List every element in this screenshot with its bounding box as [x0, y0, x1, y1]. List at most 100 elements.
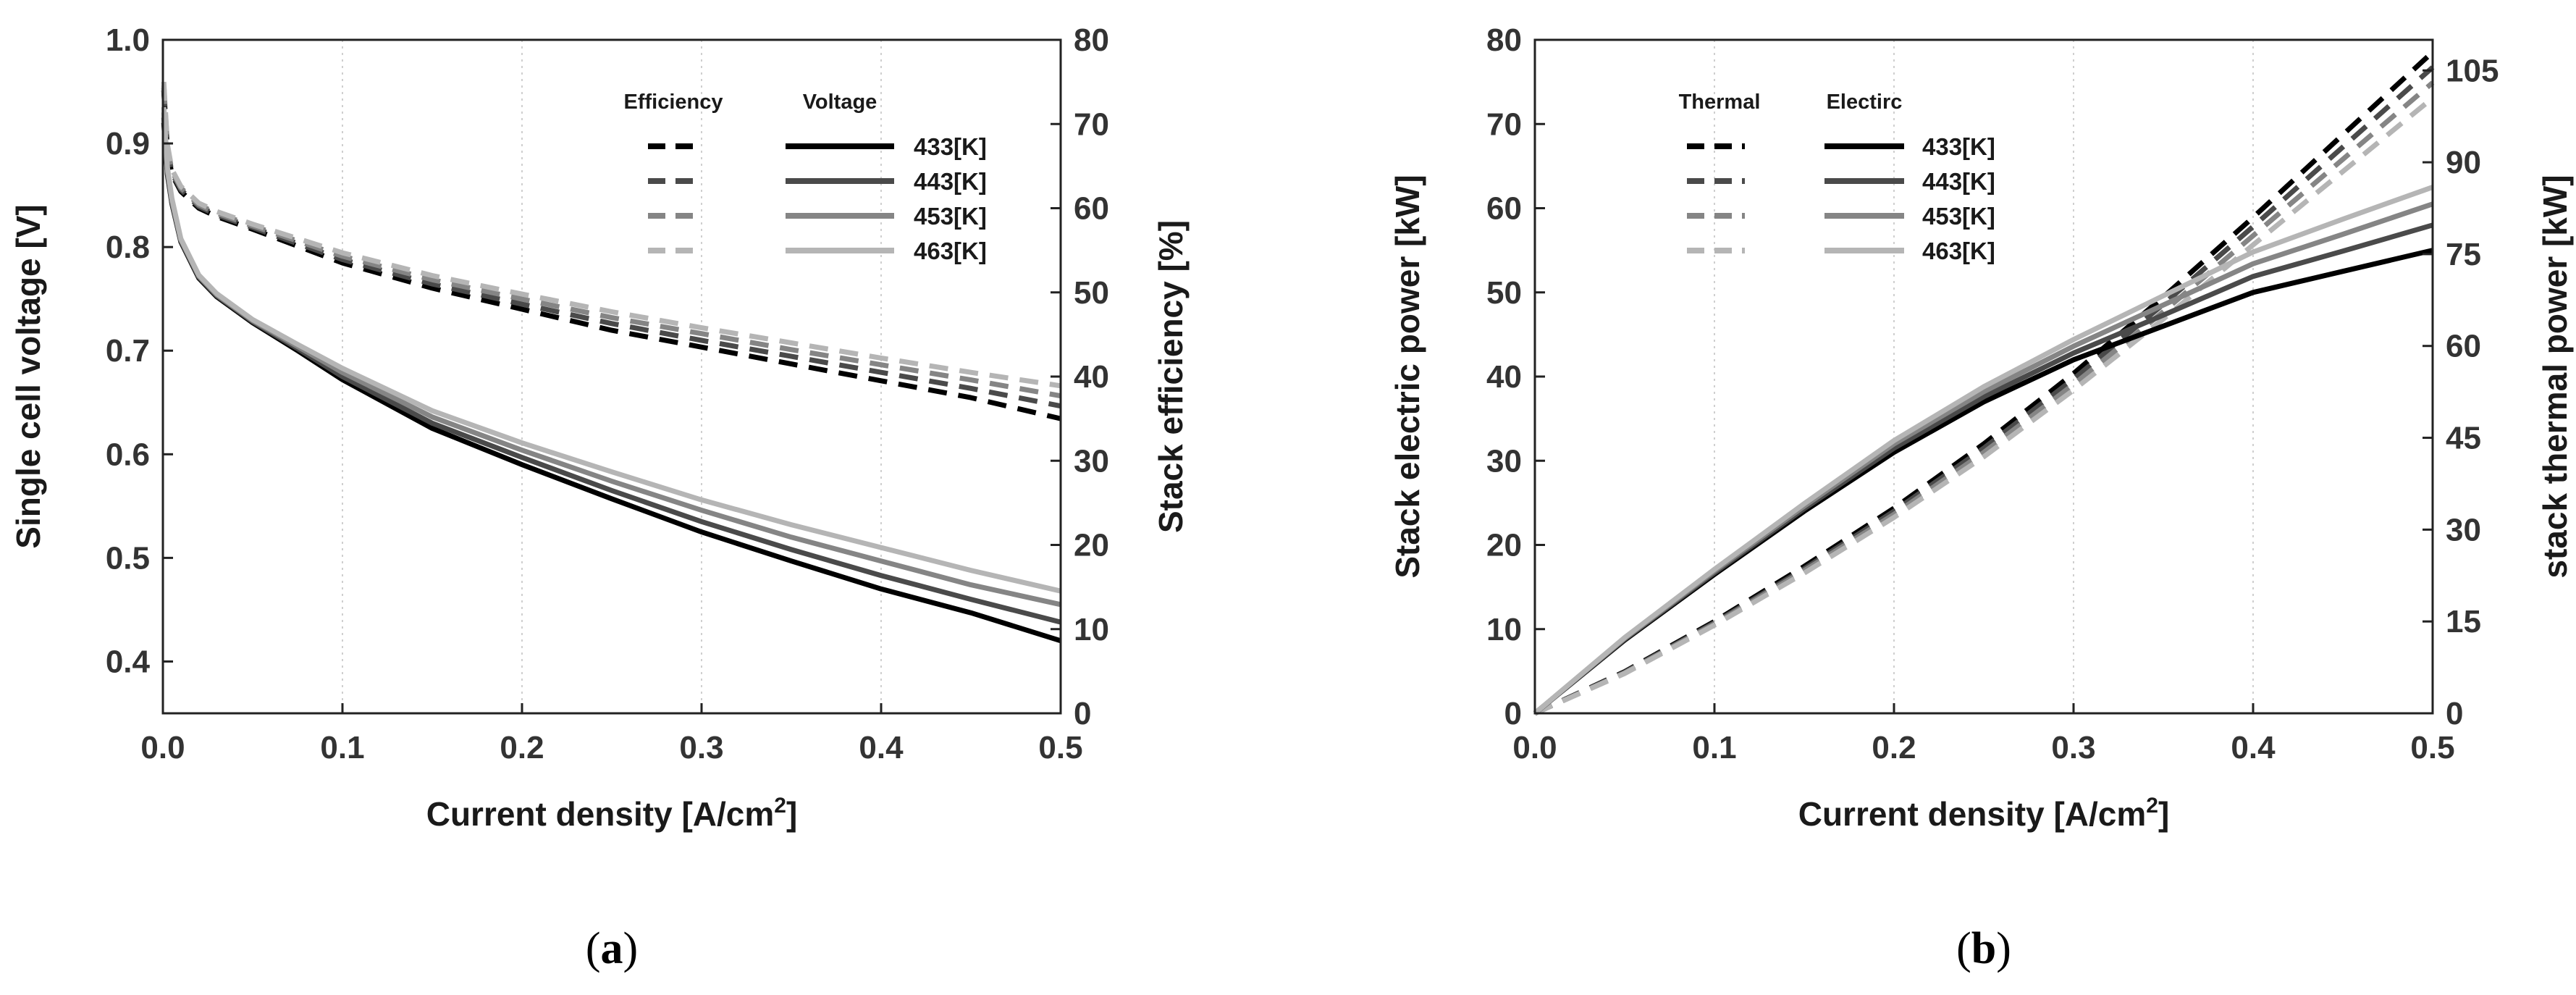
chart-b-panel-label-letter: b: [1971, 924, 1996, 973]
chart-b-legend-head-electric: Electirc: [1827, 91, 1903, 114]
chart-b-series-solid-line: [1533, 185, 2434, 715]
chart-a-legend-label: 463[K]: [914, 238, 987, 264]
chart-a-panel-label: (a): [586, 924, 638, 973]
chart-a-panel-label-letter: a: [601, 924, 623, 973]
chart-b-y-axis-title: Stack electric power [kW]: [1389, 175, 1426, 578]
chart-b-y-tick-label: 60: [1486, 191, 1522, 227]
chart-a-x-tick-label: 0.4: [859, 730, 904, 765]
chart-a-y-right-axis-title: Stack efficiency [%]: [1152, 220, 1190, 533]
chart-a-y-tick-label: 0.7: [106, 333, 150, 369]
chart-a-y-tick-label: 0.6: [106, 437, 150, 472]
chart-a-y-right-tick-label: 30: [1074, 443, 1109, 479]
chart-a-x-tick-label: 0.5: [1038, 730, 1082, 765]
chart-b-series-solid-line: [1533, 222, 2433, 715]
chart-b-grid: [1714, 40, 2254, 713]
chart-a-y-axis-title: Single cell voltage [V]: [9, 204, 47, 548]
chart-b-x-ticks: 0.0 0.1 0.2 0.3 0.4 0.5: [1512, 703, 2455, 765]
chart-a-y-tick-label: 0.8: [106, 230, 150, 265]
chart-b-y-right-tick-label: 105: [2446, 53, 2499, 88]
chart-a-y-right-tick-label: 40: [1074, 359, 1109, 395]
chart-a-legend-label: 443[K]: [914, 168, 987, 195]
chart-b-legend-rows: 433[K] 443[K] 453[K] 463[K]: [1687, 133, 1995, 264]
chart-a-x-axis-title-close: ]: [786, 795, 797, 833]
chart-b-y-right-tick-label: 15: [2446, 604, 2481, 639]
chart-a-y-right-tick-label: 70: [1074, 106, 1109, 142]
chart-b-y-right-tick-label: 30: [2446, 512, 2481, 547]
chart-b-y-tick-label: 0: [1504, 696, 1522, 731]
chart-b-panel-label-close: ): [1996, 924, 2011, 973]
chart-a-x-axis-title-main: Current density [A/cm: [426, 795, 775, 833]
chart-a-x-ticks: 0.0 0.1 0.2 0.3 0.4 0.5: [140, 703, 1083, 765]
chart-b-panel-label: (b): [1956, 924, 2011, 973]
chart-a-x-tick-label: 0.1: [320, 730, 364, 765]
chart-b-y-tick-label: 50: [1486, 275, 1522, 311]
chart-b-x-axis-title: Current density [A/cm2]: [1798, 794, 2170, 833]
chart-a-series-solid-line: [161, 122, 1062, 644]
chart-b-y-right-tick-label: 0: [2446, 696, 2463, 731]
chart-b-x-tick-label: 0.3: [2051, 730, 2095, 765]
chart-b-legend-label: 433[K]: [1922, 133, 1995, 160]
chart-a-legend-rows: 433[K] 443[K] 453[K] 463[K]: [648, 133, 987, 264]
chart-a-grid: [342, 40, 882, 713]
chart-b-legend: Thermal Electirc 433[K] 443[K] 453[K] 463[K…: [1679, 91, 1995, 264]
chart-a-series: [161, 81, 1062, 644]
chart-b-series: [1533, 50, 2435, 716]
chart-a-x-tick-label: 0.2: [500, 730, 544, 765]
chart-b-series-dashed-line: [1533, 96, 2435, 716]
chart-b-panel-label-open: (: [1956, 924, 1971, 973]
chart-b-y-right-tick-label: 45: [2446, 421, 2481, 456]
chart-b-x-tick-label: 0.0: [1512, 730, 1557, 765]
chart-b-y-right-tick-label: 90: [2446, 145, 2481, 180]
chart-b-x-axis-title-close: ]: [2158, 795, 2169, 833]
chart-a-y-right-tick-label: 50: [1074, 275, 1109, 311]
chart-a-series-solid-line: [161, 106, 1061, 594]
chart-b-y-ticks: 0 10 20 30 40 50 60 70 80: [1486, 22, 1545, 731]
chart-b-y-right-tick-label: 75: [2446, 237, 2481, 272]
chart-a-y-right-tick-label: 60: [1074, 191, 1109, 227]
chart-a-y-right-tick-label: 0: [1074, 696, 1091, 731]
chart-b-x-tick-label: 0.1: [1692, 730, 1736, 765]
chart-b-legend-head-thermal: Thermal: [1679, 91, 1761, 114]
chart-a-y-tick-label: 0.9: [106, 126, 150, 161]
chart-a-panel-label-close: ): [623, 924, 639, 973]
chart-b-y-right-tick-label: 60: [2446, 329, 2481, 364]
chart-a-legend-label: 433[K]: [914, 133, 987, 160]
chart-b-y-tick-label: 10: [1486, 612, 1522, 647]
chart-b-y-tick-label: 20: [1486, 528, 1522, 563]
chart-a-x-axis-title-superscript: 2: [774, 794, 786, 818]
chart-a-x-axis-title: Current density [A/cm2]: [426, 794, 798, 833]
chart-a-panel-label-open: (: [586, 924, 601, 973]
chart-b-x-tick-label: 0.4: [2231, 730, 2276, 765]
chart-b-legend-label: 443[K]: [1922, 168, 1995, 195]
chart-a-legend-head-voltage: Voltage: [803, 91, 877, 114]
chart-b-x-tick-label: 0.5: [2410, 730, 2454, 765]
chart-a-legend: Efficiency Voltage 433[K] 443[K] 453[K] 463…: [624, 91, 987, 264]
chart-b-y-right-ticks: 0 15 30 45 60 75 90 105: [2423, 53, 2499, 731]
chart-b-y-tick-label: 30: [1486, 443, 1522, 479]
chart-b-x-axis-title-superscript: 2: [2146, 794, 2158, 818]
chart-b-y-tick-label: 80: [1486, 22, 1522, 58]
chart-a-y-right-tick-label: 20: [1074, 528, 1109, 563]
chart-a-x-tick-label: 0.3: [679, 730, 723, 765]
chart-a-legend-label: 453[K]: [914, 203, 987, 230]
chart-a-series-dashed-line: [161, 81, 1061, 389]
chart-a-y-tick-label: 1.0: [106, 22, 150, 58]
chart-b-y-right-axis-title: stack thermal power [kW]: [2536, 175, 2574, 578]
chart-b-y-tick-label: 40: [1486, 359, 1522, 395]
chart-a-y-tick-label: 0.5: [106, 540, 150, 576]
chart-b-legend-label: 463[K]: [1922, 238, 1995, 264]
chart-b-x-tick-label: 0.2: [1872, 730, 1916, 765]
chart-b-series-solid-line: [1533, 248, 2433, 715]
chart-a-y-right-tick-label: 80: [1074, 22, 1109, 58]
chart-a-y-tick-label: 0.4: [106, 644, 151, 679]
chart-b-legend-label: 453[K]: [1922, 203, 1995, 230]
chart-b-y-tick-label: 70: [1486, 106, 1522, 142]
chart-a-y-right-tick-label: 10: [1074, 612, 1109, 647]
chart-b: 0.0 0.1 0.2 0.3 0.4 0.5 0 10 20 30 40 50 60 70 80 0 15…: [1389, 22, 2574, 973]
chart-a-legend-head-efficiency: Efficiency: [624, 91, 723, 114]
chart-b-x-axis-title-main: Current density [A/cm: [1798, 795, 2147, 833]
chart-a-y-right-ticks: 0 10 20 30 40 50 60 70 80: [1051, 22, 1109, 731]
chart-a-x-tick-label: 0.0: [140, 730, 185, 765]
chart-a: 0.0 0.1 0.2 0.3 0.4 0.5 0.4 0.5 0.6 0.7 0.8 0.9 1.0…: [9, 22, 1190, 973]
